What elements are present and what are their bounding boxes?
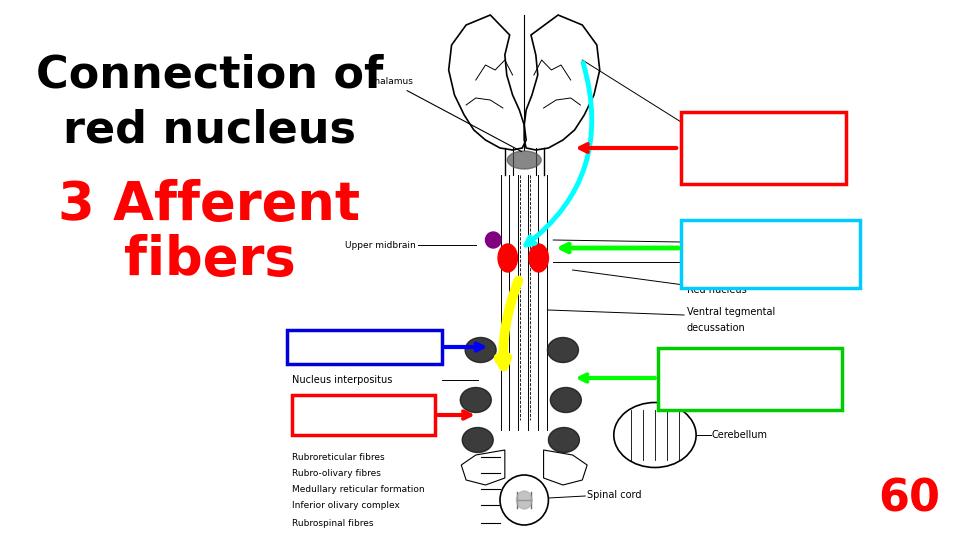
Ellipse shape — [548, 428, 580, 453]
Text: red nucleus: red nucleus — [63, 109, 356, 152]
FancyBboxPatch shape — [681, 220, 860, 288]
Text: Thalamus: Thalamus — [369, 78, 521, 152]
Ellipse shape — [462, 428, 493, 453]
Text: Corticorubral fibres: Corticorubral fibres — [685, 147, 780, 157]
FancyBboxPatch shape — [658, 348, 842, 410]
FancyBboxPatch shape — [292, 395, 435, 435]
Text: Rubroreticular fibres: Rubroreticular fibres — [292, 453, 384, 462]
Ellipse shape — [498, 244, 517, 272]
Text: Upper midbrain: Upper midbrain — [345, 240, 416, 249]
Text: peduncle decussation: peduncle decussation — [662, 383, 770, 393]
FancyArrowPatch shape — [438, 411, 470, 418]
Ellipse shape — [460, 388, 492, 413]
Text: Cerebellorubal fibres: Cerebellorubal fibres — [292, 342, 394, 352]
Text: Superior colliculus: Superior colliculus — [687, 237, 777, 247]
FancyBboxPatch shape — [681, 112, 846, 184]
Text: Ventral tegmental: Ventral tegmental — [687, 307, 775, 317]
FancyArrowPatch shape — [498, 281, 518, 367]
Text: Inferior olivary complex: Inferior olivary complex — [292, 501, 399, 510]
Text: Connection of: Connection of — [36, 53, 383, 97]
Text: Nucleus interpositus: Nucleus interpositus — [292, 375, 393, 385]
FancyArrowPatch shape — [562, 244, 679, 252]
Text: Superior cerebellar: Superior cerebellar — [662, 363, 756, 373]
FancyArrowPatch shape — [526, 63, 591, 245]
Text: decussation: decussation — [687, 323, 746, 333]
Ellipse shape — [550, 388, 582, 413]
Text: Tectorubral fibres: Tectorubral fibres — [687, 257, 772, 267]
Circle shape — [486, 232, 501, 248]
FancyArrowPatch shape — [580, 144, 677, 152]
Text: Cerebellum: Cerebellum — [711, 430, 767, 440]
Text: Rubrospinal fibres: Rubrospinal fibres — [292, 518, 373, 528]
Ellipse shape — [529, 244, 548, 272]
Ellipse shape — [516, 491, 532, 509]
Text: 3 Afferent: 3 Afferent — [59, 179, 361, 231]
Text: Spinal cord: Spinal cord — [588, 490, 641, 500]
Text: Rubro-olivary fibres: Rubro-olivary fibres — [292, 469, 381, 477]
Ellipse shape — [547, 338, 579, 362]
Text: Cerebral cortex: Cerebral cortex — [685, 127, 760, 137]
Text: Dentate nucleus: Dentate nucleus — [300, 410, 380, 420]
Text: 60: 60 — [878, 477, 941, 520]
Text: Medullary reticular formation: Medullary reticular formation — [292, 484, 424, 494]
Ellipse shape — [466, 338, 496, 362]
Text: fibers: fibers — [124, 234, 296, 286]
FancyBboxPatch shape — [287, 330, 442, 364]
FancyArrowPatch shape — [444, 343, 483, 350]
FancyArrowPatch shape — [580, 374, 655, 382]
Text: Red nucleus: Red nucleus — [687, 285, 747, 295]
Ellipse shape — [507, 151, 541, 169]
